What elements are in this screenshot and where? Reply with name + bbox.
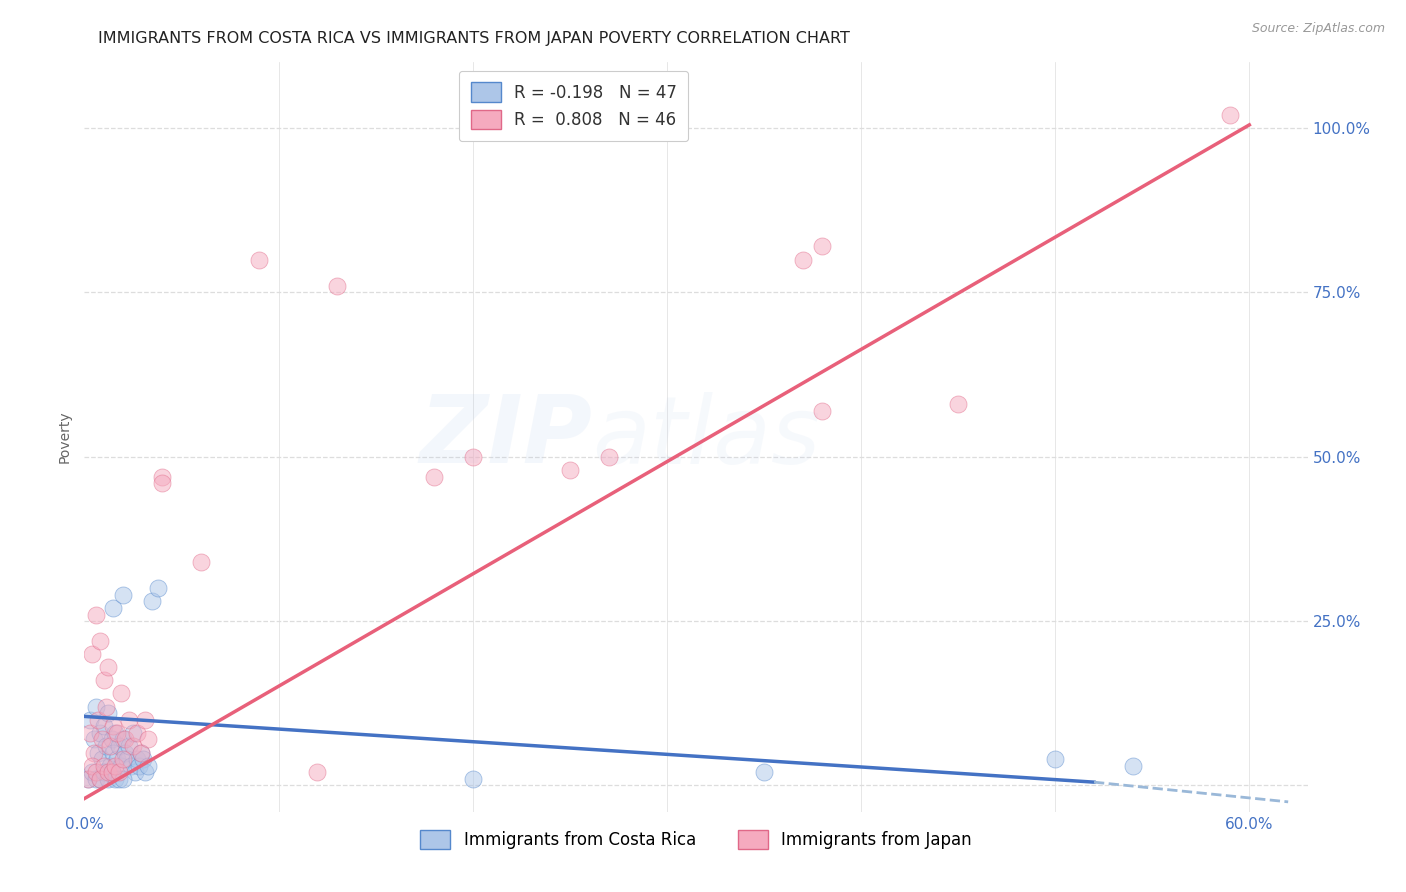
Point <box>110 758 132 772</box>
Point <box>115 752 138 766</box>
Point <box>103 719 125 733</box>
Point <box>97 706 120 720</box>
Point <box>89 633 111 648</box>
Point <box>150 469 173 483</box>
Y-axis label: Poverty: Poverty <box>58 411 72 463</box>
Point <box>124 765 146 780</box>
Point <box>752 765 775 780</box>
Point <box>84 607 107 622</box>
Point <box>108 739 131 753</box>
Point <box>811 404 834 418</box>
Point <box>108 765 131 780</box>
Point <box>82 758 104 772</box>
Point <box>558 463 581 477</box>
Point <box>461 450 484 464</box>
Point <box>87 713 110 727</box>
Point <box>131 752 153 766</box>
Point <box>105 726 128 740</box>
Point <box>122 726 145 740</box>
Point <box>79 713 101 727</box>
Point <box>89 772 111 786</box>
Point <box>97 772 120 786</box>
Point <box>134 765 156 780</box>
Legend: Immigrants from Costa Rica, Immigrants from Japan: Immigrants from Costa Rica, Immigrants f… <box>413 823 979 855</box>
Point <box>112 588 135 602</box>
Point <box>104 772 127 786</box>
Point <box>134 713 156 727</box>
Point <box>190 555 212 569</box>
Point <box>94 699 117 714</box>
Text: atlas: atlas <box>592 392 820 483</box>
Point <box>118 713 141 727</box>
Point <box>138 732 160 747</box>
Text: Source: ZipAtlas.com: Source: ZipAtlas.com <box>1251 22 1385 36</box>
Point <box>112 752 135 766</box>
Point <box>120 758 142 772</box>
Point <box>125 726 148 740</box>
Point <box>83 746 105 760</box>
Point <box>326 279 349 293</box>
Point <box>114 732 136 747</box>
Point <box>90 732 112 747</box>
Point <box>87 746 110 760</box>
Point <box>792 252 814 267</box>
Point <box>89 726 111 740</box>
Point <box>129 746 152 760</box>
Point <box>110 686 132 700</box>
Point <box>1122 758 1144 772</box>
Point <box>598 450 620 464</box>
Point <box>97 660 120 674</box>
Point <box>84 699 107 714</box>
Point <box>98 758 121 772</box>
Point <box>125 752 148 766</box>
Point <box>103 746 125 760</box>
Point <box>146 581 169 595</box>
Point <box>83 732 105 747</box>
Point <box>141 594 163 608</box>
Point <box>307 765 329 780</box>
Point <box>423 469 446 483</box>
Text: IMMIGRANTS FROM COSTA RICA VS IMMIGRANTS FROM JAPAN POVERTY CORRELATION CHART: IMMIGRANTS FROM COSTA RICA VS IMMIGRANTS… <box>98 31 851 46</box>
Point <box>84 765 107 780</box>
Point <box>138 758 160 772</box>
Point <box>104 758 127 772</box>
Point <box>122 739 145 753</box>
Point <box>93 758 115 772</box>
Point <box>150 476 173 491</box>
Point <box>1043 752 1066 766</box>
Point <box>100 765 122 780</box>
Point <box>82 647 104 661</box>
Point <box>114 746 136 760</box>
Point <box>811 239 834 253</box>
Point <box>100 765 122 780</box>
Point <box>108 772 131 786</box>
Point <box>128 758 150 772</box>
Point <box>82 765 104 780</box>
Point <box>97 765 120 780</box>
Point <box>93 719 115 733</box>
Point <box>93 673 115 688</box>
Point <box>100 732 122 747</box>
Point <box>84 772 107 786</box>
Point <box>112 772 135 786</box>
Point <box>89 772 111 786</box>
Point <box>118 739 141 753</box>
Point <box>946 397 969 411</box>
Point <box>77 772 100 786</box>
Point <box>79 726 101 740</box>
Point <box>247 252 270 267</box>
Point <box>98 739 121 753</box>
Point <box>103 601 125 615</box>
Point <box>93 765 115 780</box>
Point <box>94 739 117 753</box>
Point <box>112 732 135 747</box>
Point <box>90 752 112 766</box>
Point <box>105 752 128 766</box>
Point <box>104 726 127 740</box>
Point <box>461 772 484 786</box>
Point <box>1219 108 1241 122</box>
Point <box>129 746 152 760</box>
Text: ZIP: ZIP <box>419 391 592 483</box>
Point <box>77 772 100 786</box>
